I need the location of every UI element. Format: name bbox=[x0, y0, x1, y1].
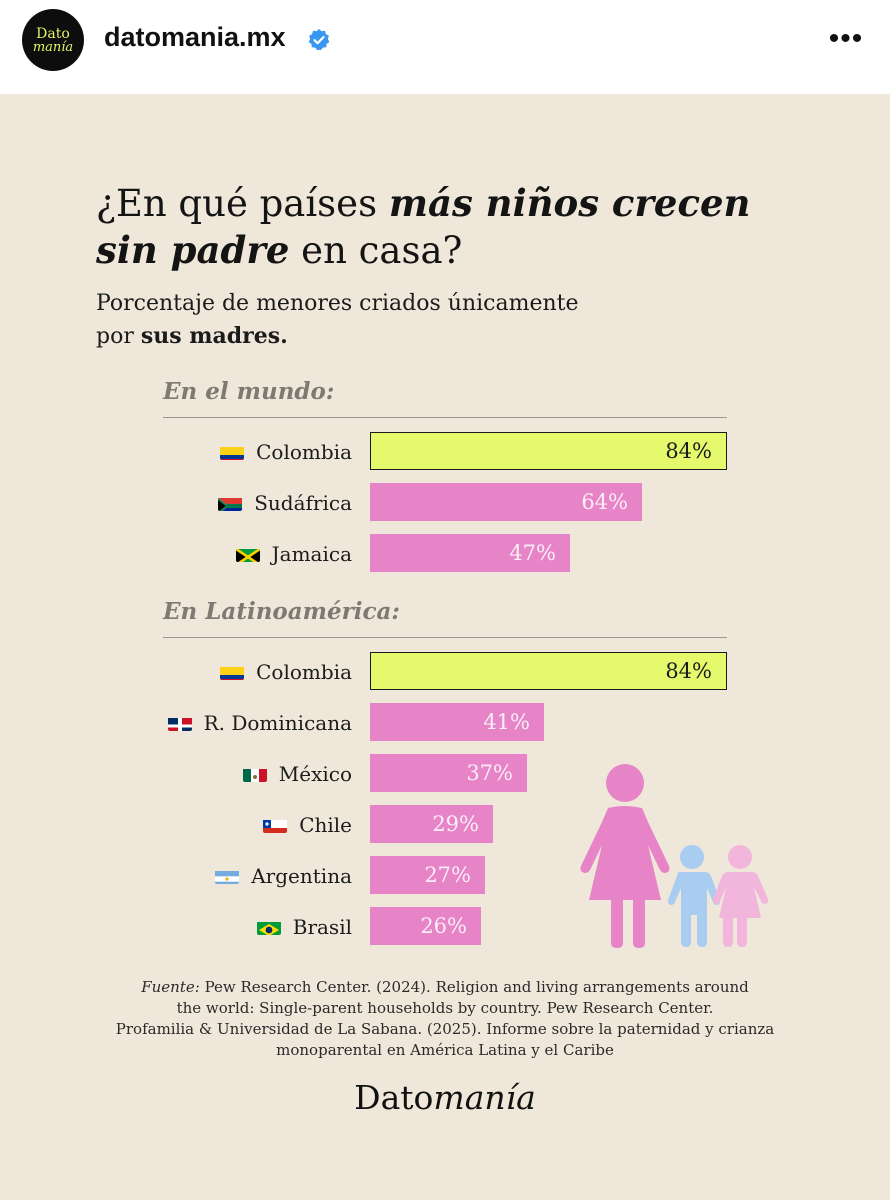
bar-r-dominicana: 41% bbox=[370, 703, 544, 741]
subtitle-bold: sus madres. bbox=[140, 323, 288, 349]
avatar-text-line1: Dato bbox=[36, 25, 70, 42]
country-label: R. Dominicana bbox=[167, 703, 352, 743]
title-part1: ¿En qué países bbox=[96, 182, 389, 225]
bar-argentina: 27% bbox=[370, 856, 485, 894]
country-label: México bbox=[242, 754, 352, 794]
country-name: Colombia bbox=[256, 440, 352, 464]
source-line1: Pew Research Center. (2024). Religion an… bbox=[199, 978, 749, 996]
bar-colombia: 84% bbox=[370, 652, 727, 690]
section-title-2: En Latinoamérica: bbox=[163, 598, 400, 625]
bar-value-label: 37% bbox=[466, 761, 513, 785]
country-name: Brasil bbox=[292, 915, 352, 939]
country-label: Sudáfrica bbox=[218, 483, 352, 523]
title-bold2: sin padre bbox=[96, 228, 290, 272]
infographic-subtitle: Porcentaje de menores criados únicamente… bbox=[96, 288, 736, 353]
bar-m-xico: 37% bbox=[370, 754, 527, 792]
bar-brasil: 26% bbox=[370, 907, 481, 945]
bar-chile: 29% bbox=[370, 805, 493, 843]
datomania-logo: Datomanía bbox=[0, 1078, 890, 1117]
section-title-1: En el mundo: bbox=[163, 378, 335, 405]
source-label: Fuente: bbox=[141, 978, 200, 996]
source-line4: monoparental en América Latina y el Cari… bbox=[276, 1041, 614, 1059]
bar-jamaica: 47% bbox=[370, 534, 570, 572]
more-options-button[interactable]: ••• bbox=[828, 22, 864, 55]
mexico-flag-icon bbox=[242, 766, 267, 782]
jamaica-flag-icon bbox=[235, 546, 260, 562]
country-name: Colombia bbox=[256, 660, 352, 684]
bar-colombia: 84% bbox=[370, 432, 727, 470]
dominican-republic-flag-icon bbox=[167, 715, 192, 731]
argentina-flag-icon bbox=[215, 868, 240, 884]
bar-value-label: 26% bbox=[420, 914, 467, 938]
bar-value-label: 64% bbox=[581, 490, 628, 514]
country-name: Jamaica bbox=[271, 542, 352, 566]
country-label: Brasil bbox=[256, 907, 352, 947]
bar-value-label: 29% bbox=[432, 812, 479, 836]
colombia-flag-icon bbox=[220, 444, 245, 460]
infographic-title: ¿En qué países más niños crecen sin padre… bbox=[96, 180, 796, 274]
logo-part2: manía bbox=[433, 1078, 536, 1117]
country-label: Argentina bbox=[215, 856, 352, 896]
mother-children-illustration bbox=[580, 764, 769, 948]
country-label: Colombia bbox=[220, 432, 352, 472]
source-citation: Fuente: Pew Research Center. (2024). Rel… bbox=[90, 977, 800, 1061]
title-part2: en casa? bbox=[289, 229, 463, 272]
brazil-flag-icon bbox=[256, 919, 281, 935]
section-divider bbox=[163, 637, 727, 638]
colombia-flag-icon bbox=[220, 664, 245, 680]
verified-badge-icon bbox=[308, 29, 330, 51]
section-divider bbox=[163, 417, 727, 418]
title-bold1: más niños crecen bbox=[388, 181, 751, 225]
avatar-text-line2: manía bbox=[32, 39, 74, 55]
username[interactable]: datomania.mx bbox=[104, 22, 286, 52]
chile-flag-icon bbox=[263, 817, 288, 833]
bar-value-label: 47% bbox=[509, 541, 556, 565]
country-label: Chile bbox=[263, 805, 352, 845]
avatar[interactable]: Dato manía bbox=[22, 9, 84, 71]
country-name: Chile bbox=[299, 813, 352, 837]
subtitle-part1: Porcentaje de menores criados únicamente bbox=[96, 291, 579, 316]
country-name: México bbox=[278, 762, 352, 786]
bar-value-label: 41% bbox=[483, 710, 530, 734]
country-label: Jamaica bbox=[235, 534, 352, 574]
south-africa-flag-icon bbox=[218, 495, 243, 511]
country-name: R. Dominicana bbox=[203, 711, 352, 735]
bar-value-label: 27% bbox=[424, 863, 471, 887]
country-label: Colombia bbox=[220, 652, 352, 692]
bar-value-label: 84% bbox=[665, 659, 712, 683]
post-image bbox=[0, 94, 890, 1200]
source-line2: the world: Single-parent households by c… bbox=[176, 999, 714, 1017]
country-name: Argentina bbox=[251, 864, 352, 888]
source-line3: Profamilia & Universidad de La Sabana. (… bbox=[115, 1020, 775, 1038]
bar-value-label: 84% bbox=[665, 439, 712, 463]
post-header: Dato manía datomania.mx ••• bbox=[0, 0, 890, 94]
country-name: Sudáfrica bbox=[254, 491, 352, 515]
subtitle-part2: por bbox=[96, 324, 141, 349]
bar-sud-frica: 64% bbox=[370, 483, 642, 521]
logo-part1: Dato bbox=[354, 1078, 434, 1117]
